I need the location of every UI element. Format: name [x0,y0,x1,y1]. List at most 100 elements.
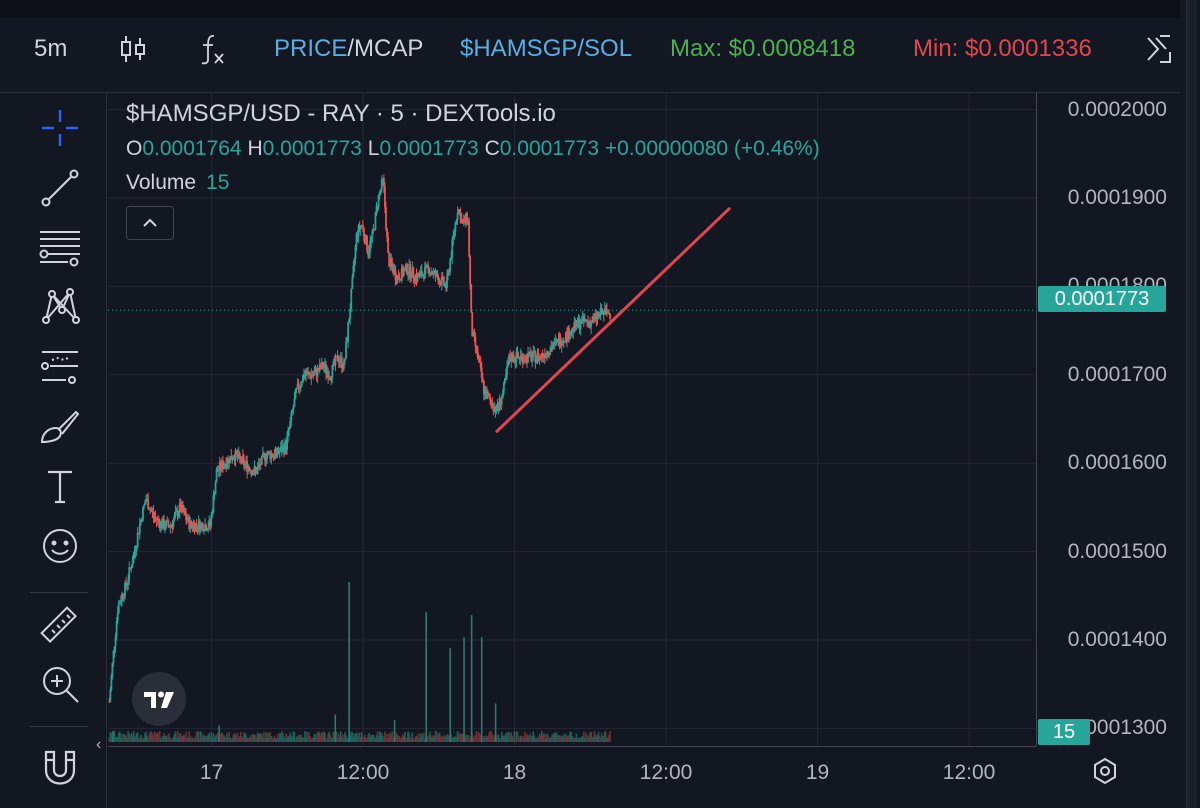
candle-body [539,356,542,358]
volume-bar [585,732,587,742]
candle-body [386,228,388,238]
symbol-title: $HAMSGP/USD - RAY · 5 · DEXTools.io [126,100,556,127]
volume-bar [307,736,309,742]
text-icon[interactable] [38,464,82,508]
pair-sol-button[interactable]: $HAMSGP/SOL [460,35,633,62]
volume-bar [595,737,598,742]
fullscreen-icon[interactable] [1142,32,1176,66]
candle-body [129,567,132,569]
volume-bar [594,734,597,742]
settings-icon[interactable] [1090,756,1120,786]
candle-body [315,369,318,377]
indicators-icon[interactable] [194,32,228,66]
time-axis[interactable]: 17 12:00 18 12:00 19 12:00 [108,746,1036,808]
candle-body [433,270,436,272]
volume-bar [152,735,155,742]
volume-bar [578,737,581,742]
candle-body [583,319,586,322]
max-price-label: Max: $0.0008418 [670,35,856,62]
candle-body [185,514,187,520]
brush-icon[interactable] [38,404,82,448]
time-tick-label: 19 [805,761,830,784]
volume-spike [348,582,350,742]
volume-bar [325,738,327,742]
volume-bar [253,734,256,742]
price-chart[interactable] [108,92,1036,746]
ruler-icon[interactable] [38,604,82,648]
volume-bar [493,735,496,742]
volume-bar [366,738,368,742]
candle-body [276,447,279,454]
collapse-legend-button[interactable] [126,206,174,240]
candle-body [523,360,526,362]
volume-bar [319,735,322,742]
volume-bar [192,738,195,742]
emoji-icon[interactable] [38,524,82,568]
candle-body [295,387,298,390]
candle-body [233,458,236,461]
candle-body [556,339,559,341]
volume-bar [404,731,406,742]
candle-body [269,452,272,460]
volume-bar [345,735,347,742]
candle-body [438,281,441,284]
candle-body [370,238,373,242]
volume-bar [450,734,453,742]
volume-bar [579,738,582,742]
volume-bar [354,733,357,742]
trendline-icon[interactable] [38,166,82,210]
volume-bar [573,737,576,742]
scroll-left-icon[interactable]: ‹ [96,736,102,753]
tradingview-logo[interactable] [132,672,186,726]
candle-body [555,339,558,341]
chart-pane[interactable] [108,92,1036,746]
scrollbar-track[interactable] [1186,0,1197,808]
volume-bar [252,734,255,742]
volume-bar [204,736,206,742]
candle-body [502,382,505,393]
volume-bar [344,732,346,742]
candle-body [587,321,589,323]
volume-bar [473,736,476,742]
crosshair-icon[interactable] [38,106,82,150]
volume-bar [299,734,302,742]
fib-icon[interactable] [38,224,82,268]
candle-body [188,516,191,530]
interval-button[interactable]: 5m [34,35,68,62]
candle-body [207,527,210,530]
candle-body [479,361,482,368]
candle-body [426,264,428,266]
prediction-icon[interactable] [38,344,82,388]
volume-bar [122,738,124,742]
candle-body [232,458,235,460]
volume-bar [365,737,367,742]
candle-body [296,383,299,388]
price-mcap-toggle[interactable]: PRICE/MCAP [274,35,424,62]
volume-readout: Volume 15 [126,170,229,196]
mcap-option[interactable]: MCAP [354,35,424,62]
volume-bar [561,737,564,742]
magnet-icon[interactable] [38,746,82,790]
price-axis[interactable]: 0.00020000.00019000.00018000.00017000.00… [1036,92,1181,746]
volume-bar [453,737,456,742]
candle-body [309,374,312,379]
volume-spike [218,725,220,742]
volume-bar [483,736,485,742]
ohlc-readout: O0.0001764 H0.0001773 L0.0001773 C0.0001… [126,136,820,162]
candle-body [237,452,240,458]
volume-bar [510,732,512,742]
volume-bar [339,731,342,742]
candle-body [586,320,588,322]
candles-icon[interactable] [116,32,150,66]
candle-body [560,345,563,347]
candle-body [421,274,424,276]
zoom-in-icon[interactable] [38,662,82,706]
candle-body [553,340,556,346]
pattern-icon[interactable] [38,284,82,328]
candle-body [571,327,574,333]
price-option[interactable]: PRICE [274,35,348,62]
volume-bar [356,736,359,742]
volume-bar [208,733,211,742]
volume-bar [237,737,240,742]
